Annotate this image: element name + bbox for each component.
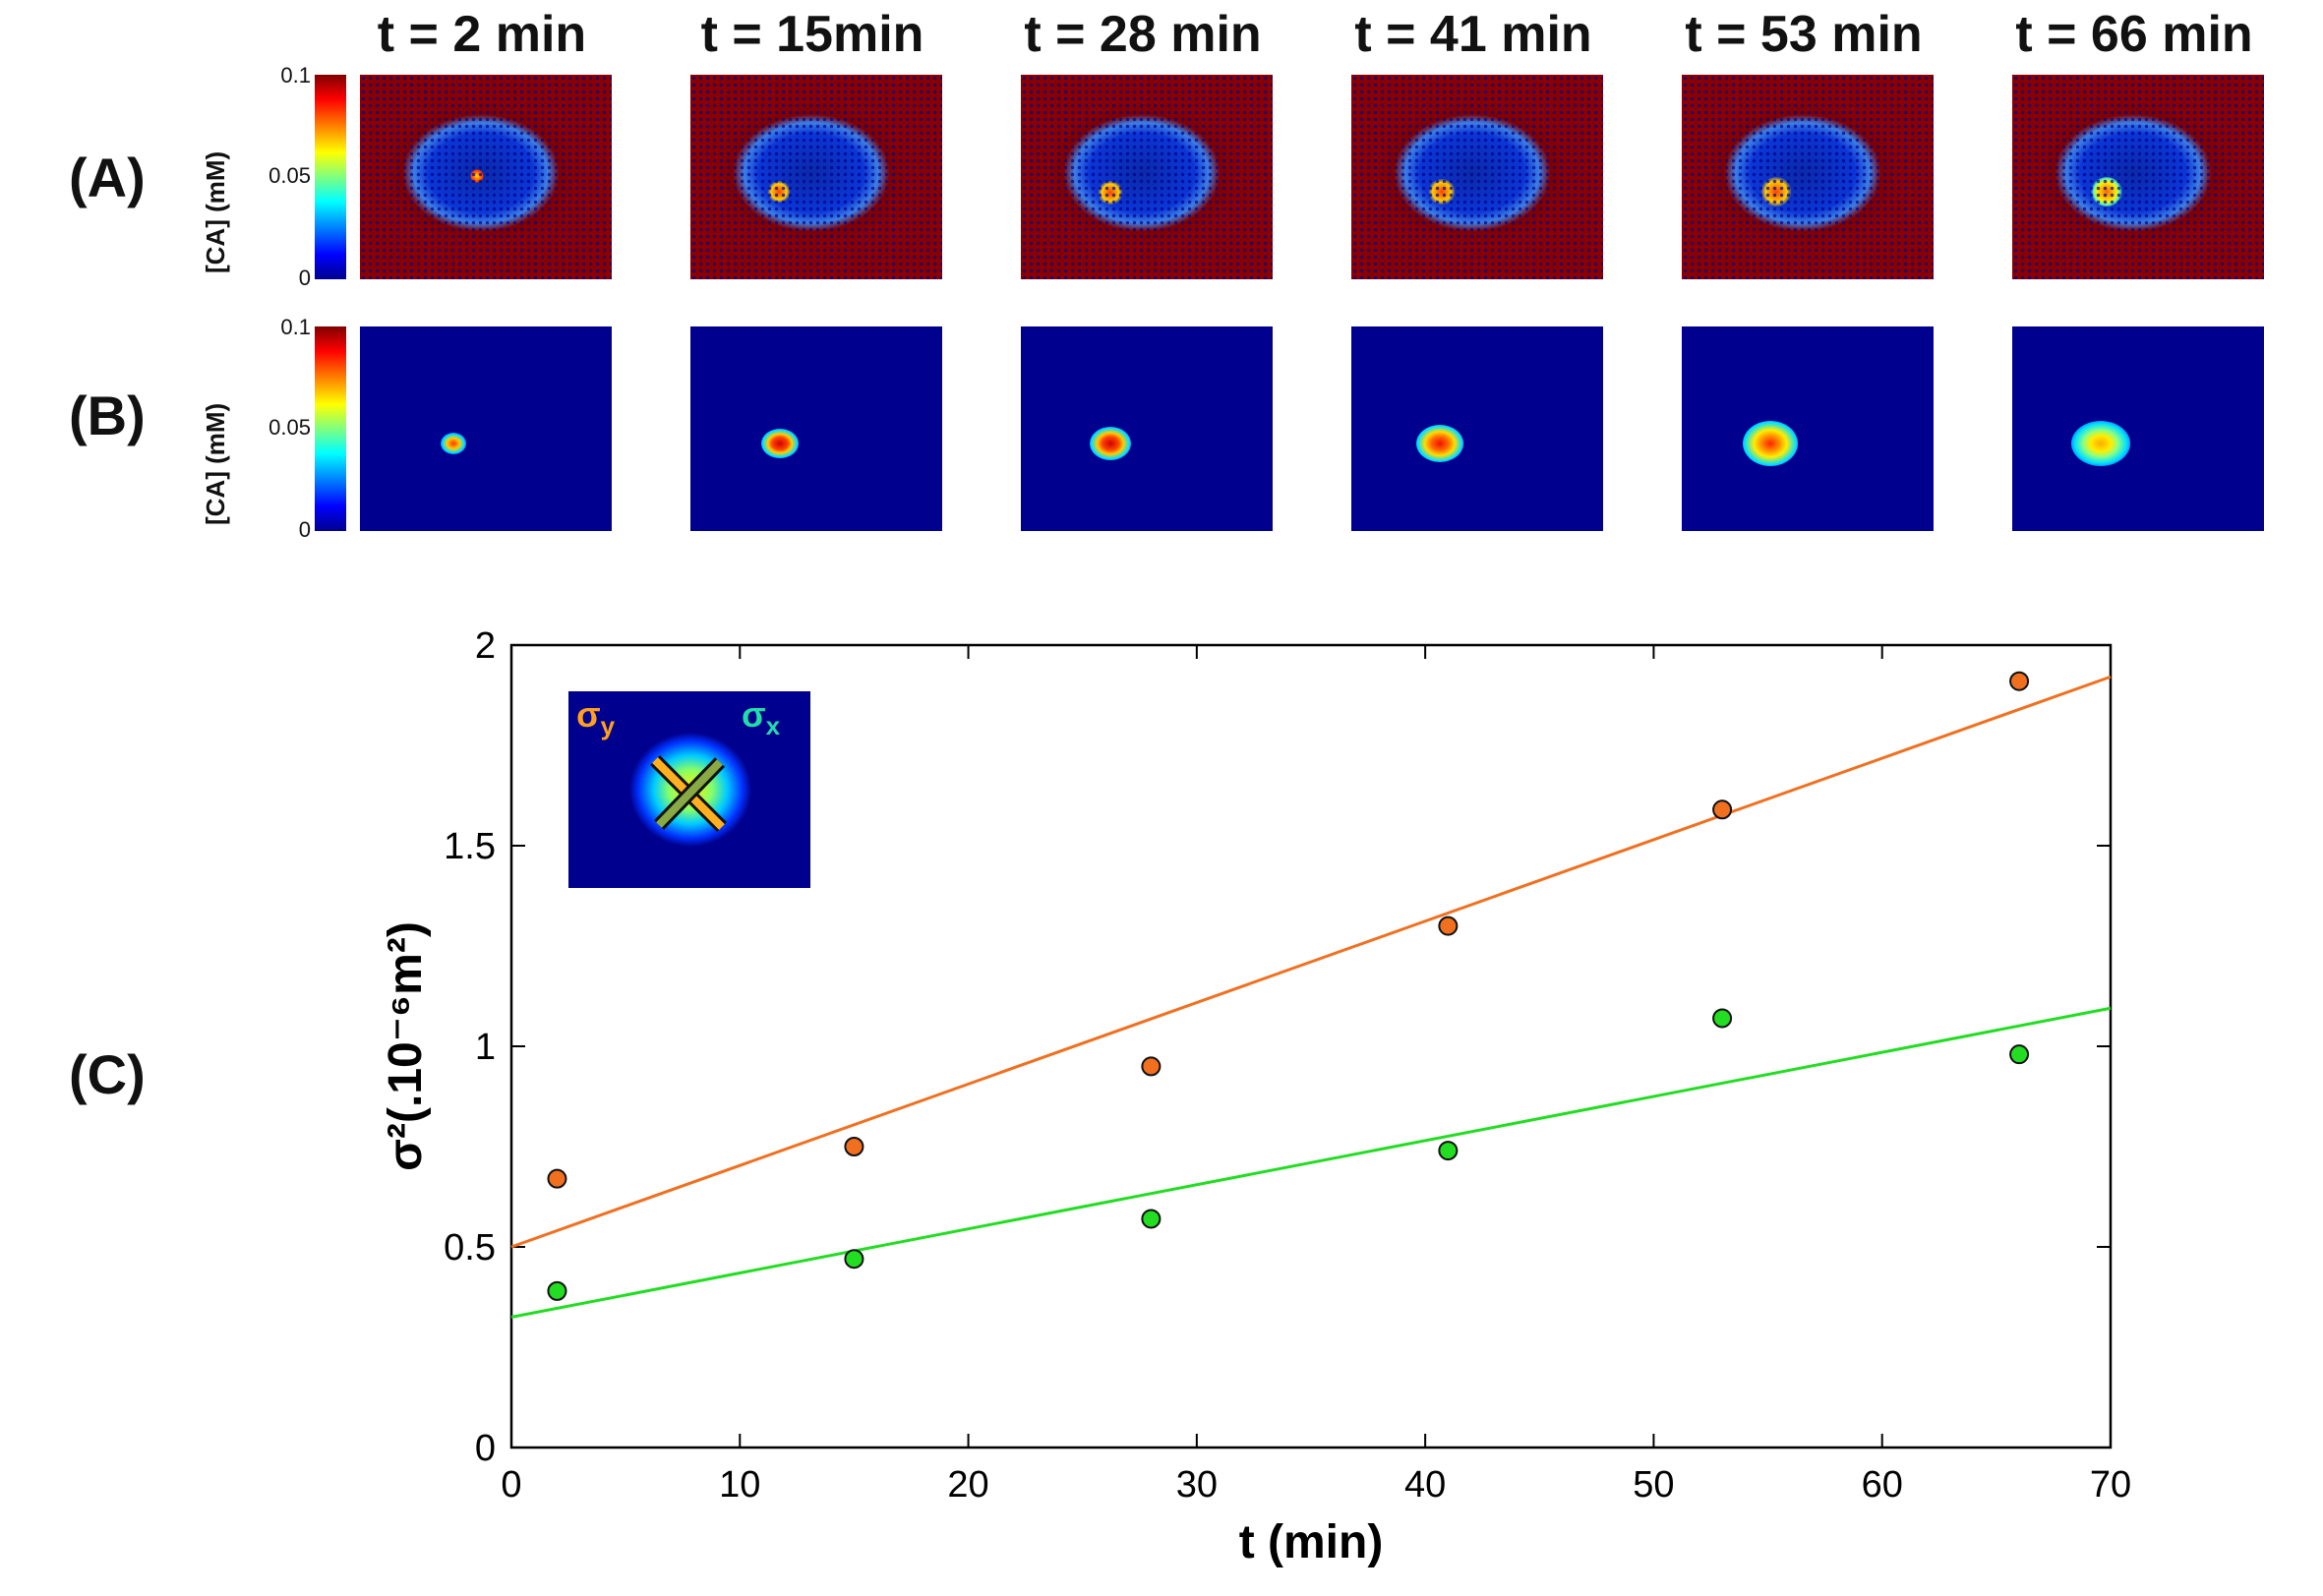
row-label-a: (A) [69,147,146,208]
row-label-b: (B) [69,384,146,446]
gaussian-panel-5 [1682,326,1934,531]
data-point-sigma-x [547,1280,567,1301]
data-point-sigma-y [844,1137,864,1156]
data-point-sigma-y [1438,916,1459,936]
x-tick-label: 10 [719,1464,760,1506]
y-tick-label: 2 [475,625,496,667]
data-point-sigma-x [2009,1044,2030,1065]
x-tick-label: 20 [947,1464,988,1506]
gaussian-panel-1 [360,326,612,531]
mri-map-panel-3 [1021,75,1273,279]
x-tick-label: 0 [501,1464,521,1506]
mri-map-panel-2 [690,75,942,279]
y-tick-label: 0.5 [444,1227,496,1269]
x-axis-label: t (min) [1239,1516,1384,1568]
time-label-6: t = 66 min [2015,6,2253,63]
colorbar-a [315,75,346,279]
fit-line-sigma-y [510,675,2112,1249]
time-label-2: t = 15min [700,6,924,63]
y-tick-label: 1 [475,1027,496,1068]
mri-map-panel-1 [360,75,612,279]
mri-map-panel-5 [1682,75,1934,279]
data-point-sigma-x [1438,1141,1459,1161]
inset-sigma-x-label: σx [742,694,781,740]
data-point-sigma-y [547,1168,567,1189]
x-tick-label: 60 [1862,1464,1903,1506]
y-axis-label: σ²(.10⁻⁶m²) [380,921,432,1171]
gaussian-panel-4 [1351,326,1603,531]
y-tick-label: 0 [475,1428,496,1469]
data-point-sigma-x [1712,1008,1733,1029]
time-label-4: t = 41 min [1354,6,1592,63]
row-label-c: (C) [69,1043,146,1105]
time-label-5: t = 53 min [1685,6,1923,63]
data-point-sigma-x [1141,1209,1162,1229]
data-point-sigma-y [1712,799,1733,820]
colorbar-a-tick-min: 0 [298,266,311,290]
gaussian-panel-3 [1021,326,1273,531]
x-tick-label: 50 [1633,1464,1674,1506]
gaussian-panel-6 [2012,326,2264,531]
inset-arrows [650,755,727,832]
mri-map-panel-6 [2012,75,2264,279]
gaussian-panel-2 [690,326,942,531]
colorbar-b [315,326,346,531]
fit-line-sigma-x [510,1006,2112,1319]
colorbar-a-tick-mid: 0.05 [268,163,311,188]
x-tick-label: 30 [1176,1464,1218,1506]
inset-sigma-y-label: σy [576,694,616,740]
y-tick-label: 1.5 [444,826,496,867]
colorbar-b-tick-max: 0.1 [280,315,311,339]
x-tick-label: 70 [2090,1464,2131,1506]
colorbar-a-tick-max: 0.1 [280,63,311,88]
mri-map-panel-4 [1351,75,1603,279]
colorbar-b-tick-min: 0 [298,517,311,542]
time-label-3: t = 28 min [1024,6,1262,63]
time-label-1: t = 2 min [377,6,587,63]
x-tick-label: 40 [1404,1464,1446,1506]
data-point-sigma-x [844,1249,864,1270]
colorbar-b-tick-mid: 0.05 [268,415,311,440]
arrow-sigma-x [656,759,723,828]
data-point-sigma-y [2009,671,2030,691]
data-point-sigma-y [1141,1056,1162,1077]
